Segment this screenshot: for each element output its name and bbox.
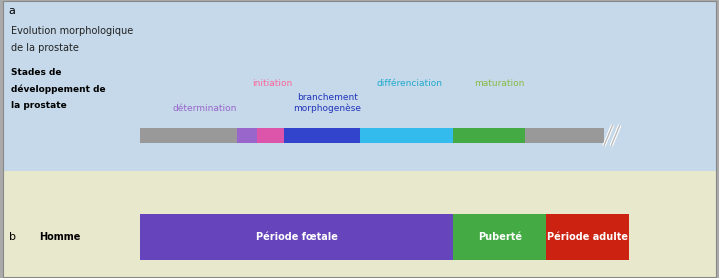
Bar [453, 128, 525, 143]
Bar [3, 171, 716, 277]
Bar [453, 214, 546, 260]
Text: Homme: Homme [40, 232, 81, 242]
Text: initiation: initiation [252, 79, 292, 88]
Text: Période fœtale: Période fœtale [256, 232, 337, 242]
Text: différenciation: différenciation [377, 79, 443, 88]
Bar [140, 214, 453, 260]
Bar [546, 214, 629, 260]
Text: Période adulte: Période adulte [547, 232, 628, 242]
Text: Evolution morphologique: Evolution morphologique [11, 26, 133, 36]
Bar [257, 128, 284, 143]
Text: de la prostate: de la prostate [11, 43, 78, 53]
Text: Stades de: Stades de [11, 68, 61, 77]
Text: détermination: détermination [173, 104, 237, 113]
Bar [237, 128, 257, 143]
Text: maturation: maturation [475, 79, 525, 88]
Text: b: b [9, 232, 16, 242]
Bar [140, 128, 237, 143]
Bar [284, 128, 360, 143]
Text: a: a [9, 6, 16, 16]
Bar [525, 128, 604, 143]
Text: Puberté: Puberté [477, 232, 522, 242]
Bar [3, 1, 716, 171]
Text: branchement
morphogenèse: branchement morphogenèse [293, 93, 361, 113]
Text: la prostate: la prostate [11, 101, 67, 110]
Text: développement de: développement de [11, 85, 106, 94]
Bar [360, 128, 453, 143]
